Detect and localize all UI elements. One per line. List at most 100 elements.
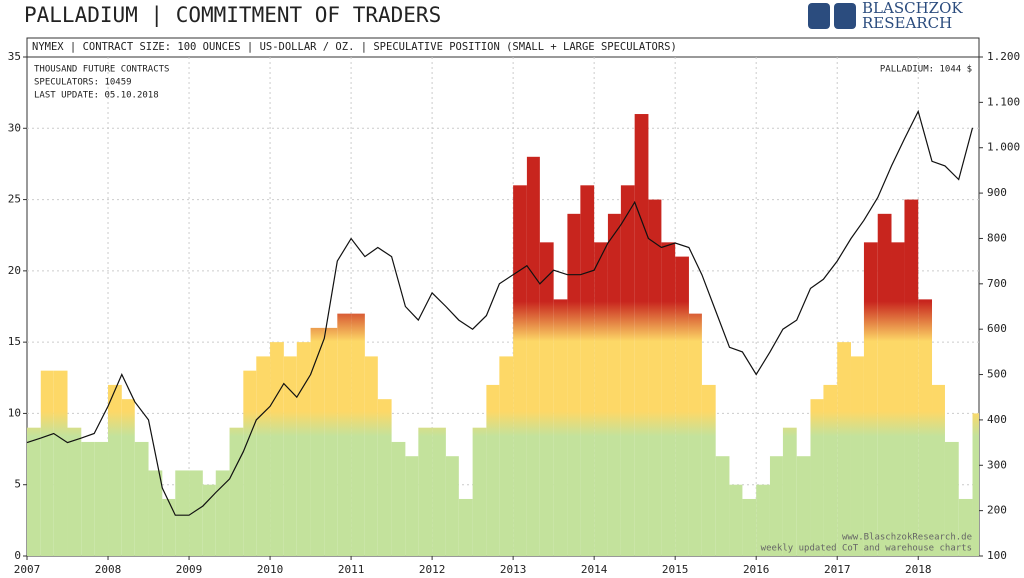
position-bar bbox=[121, 399, 135, 556]
x-tick-label: 2009 bbox=[176, 563, 203, 576]
y2-tick-label: 800 bbox=[987, 231, 1007, 244]
position-bar bbox=[944, 441, 959, 556]
footer: www.BlaschzokResearch.de bbox=[842, 533, 972, 543]
position-bar bbox=[418, 427, 433, 556]
footer: weekly updated CoT and warehouse charts bbox=[761, 544, 972, 554]
position-bar bbox=[553, 299, 568, 556]
position-bar bbox=[81, 441, 95, 556]
position-bar bbox=[499, 356, 514, 556]
position-bar bbox=[324, 327, 338, 556]
position-bar bbox=[796, 456, 811, 556]
position-bar bbox=[229, 427, 244, 556]
y2-tick-label: 700 bbox=[987, 277, 1007, 290]
logo-icon bbox=[834, 3, 856, 29]
position-bar bbox=[567, 213, 581, 557]
position-bar bbox=[729, 484, 743, 556]
y2-tick-label: 1.100 bbox=[987, 95, 1020, 108]
position-bar bbox=[94, 441, 109, 556]
brand: RESEARCH bbox=[862, 14, 952, 32]
logo-icon bbox=[808, 3, 830, 29]
position-bar bbox=[405, 456, 419, 556]
position-bar bbox=[148, 470, 163, 556]
y2-tick-label: 600 bbox=[987, 322, 1007, 335]
position-bar bbox=[904, 199, 919, 557]
position-bar bbox=[661, 242, 676, 557]
position-bar bbox=[620, 185, 635, 557]
position-bar bbox=[256, 356, 271, 556]
chart-title: PALLADIUM | COMMITMENT OF TRADERS bbox=[24, 3, 441, 28]
position-bar bbox=[296, 342, 311, 556]
position-bar bbox=[837, 342, 851, 556]
position-bar bbox=[310, 327, 325, 556]
x-tick-label: 2016 bbox=[743, 563, 770, 576]
position-bar bbox=[972, 413, 979, 556]
position-bar bbox=[486, 384, 500, 556]
bars bbox=[27, 114, 979, 557]
position-bar bbox=[877, 213, 892, 557]
position-bar bbox=[715, 456, 730, 556]
position-bar bbox=[607, 213, 621, 557]
position-bar bbox=[472, 427, 487, 556]
subtitle: NYMEX | CONTRACT SIZE: 100 OUNCES | US-D… bbox=[32, 41, 677, 53]
position-bar bbox=[337, 313, 352, 556]
position-bar bbox=[675, 256, 689, 556]
brand: BLASCHZOK bbox=[862, 0, 963, 17]
y-tick-label: 25 bbox=[8, 193, 21, 206]
position-bar bbox=[810, 399, 824, 556]
position-bar bbox=[215, 470, 230, 556]
y2-tick-label: 1.000 bbox=[987, 141, 1020, 154]
position-bar bbox=[769, 456, 783, 556]
position-bar bbox=[850, 356, 864, 556]
position-bar bbox=[377, 399, 392, 556]
position-bar bbox=[432, 427, 446, 556]
position-bar bbox=[823, 384, 838, 556]
position-bar bbox=[648, 199, 662, 557]
y2-tick-label: 300 bbox=[987, 458, 1007, 471]
position-bar bbox=[243, 370, 257, 556]
position-bar bbox=[594, 242, 608, 557]
y2-tick-label: 500 bbox=[987, 368, 1007, 381]
y2-tick-label: 200 bbox=[987, 504, 1007, 517]
position-bar bbox=[391, 441, 406, 556]
position-bar bbox=[701, 384, 716, 556]
y-tick-label: 10 bbox=[8, 406, 21, 419]
x-tick-label: 2017 bbox=[824, 563, 851, 576]
position-bar bbox=[634, 114, 649, 557]
position-bar bbox=[580, 185, 595, 557]
price-line bbox=[26, 109, 974, 516]
y2-tick-label: 400 bbox=[987, 413, 1007, 426]
position-bar bbox=[364, 356, 378, 556]
y-tick-label: 5 bbox=[14, 478, 21, 491]
x-tick-label: 2013 bbox=[500, 563, 527, 576]
position-bar bbox=[53, 370, 68, 556]
position-bar bbox=[445, 456, 459, 556]
position-bar bbox=[539, 242, 554, 557]
y2-tick-label: 100 bbox=[987, 549, 1007, 562]
y-tick-label: 35 bbox=[8, 50, 21, 63]
position-bar bbox=[526, 156, 540, 557]
position-bar bbox=[134, 441, 149, 556]
annotation: THOUSAND FUTURE CONTRACTS bbox=[34, 65, 169, 75]
position-bar bbox=[513, 185, 527, 557]
position-bar bbox=[67, 427, 82, 556]
position-bar bbox=[918, 299, 933, 556]
y-tick-label: 20 bbox=[8, 264, 21, 277]
position-bar bbox=[958, 498, 973, 556]
y2-tick-label: 900 bbox=[987, 186, 1007, 199]
overlay: 0 5 10 15 20 25 30 35 1.200 1.100 1.000 900 800 700 60… bbox=[8, 50, 1020, 576]
annotation: SPECULATORS: 10459 bbox=[34, 78, 132, 88]
position-bar bbox=[782, 427, 797, 556]
x-tick-label: 2010 bbox=[257, 563, 284, 576]
position-bar bbox=[351, 313, 365, 556]
position-bar bbox=[283, 356, 297, 556]
x-tick-label: 2014 bbox=[581, 563, 608, 576]
x-tick-label: 2008 bbox=[95, 563, 122, 576]
position-bar bbox=[40, 370, 54, 556]
position-bar bbox=[189, 470, 203, 556]
x-tick-label: 2018 bbox=[905, 563, 932, 576]
y-tick-label: 15 bbox=[8, 335, 21, 348]
position-bar bbox=[932, 384, 945, 556]
position-bar bbox=[688, 313, 702, 556]
y2-tick-label: 1.200 bbox=[987, 50, 1020, 63]
